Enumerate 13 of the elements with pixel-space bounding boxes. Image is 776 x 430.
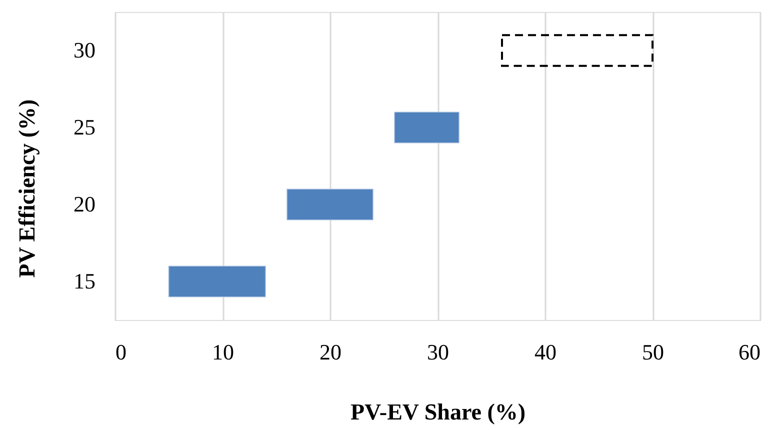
x-tick-label: 40 [534,340,556,364]
x-tick-label: 20 [320,340,342,364]
y-tick-label: 15 [74,268,96,294]
y-tick-label: 30 [74,38,96,62]
x-tick-label: 60 [738,340,760,364]
y-axis-title: PV Efficiency (%) [14,99,40,278]
x-tick-label: 0 [116,340,126,364]
y-tick-label: 20 [74,192,96,216]
x-tick-label: 10 [212,340,234,364]
x-axis-title: PV-EV Share (%) [350,400,526,424]
x-tick-label: 30 [427,340,449,364]
x-tick-label: 50 [642,340,664,364]
y-tick-label: 25 [74,114,96,140]
